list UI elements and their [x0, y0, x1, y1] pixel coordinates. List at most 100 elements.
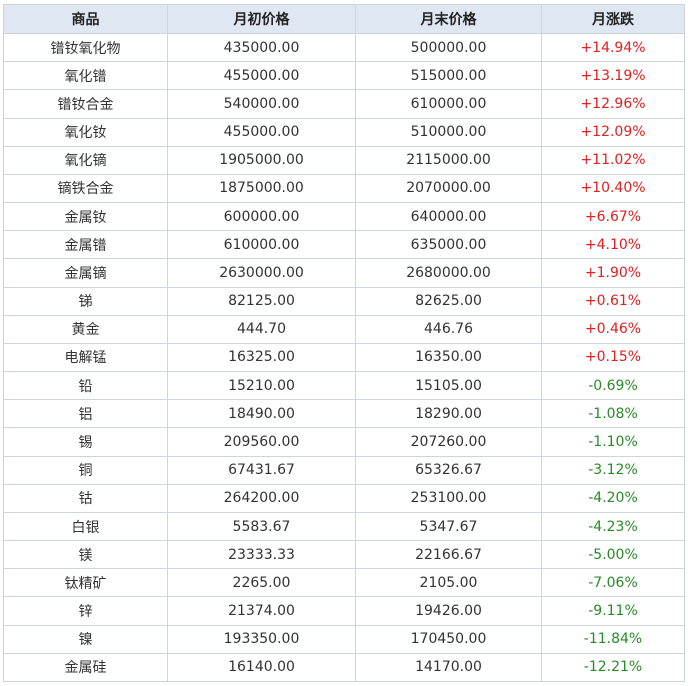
end-price-cell: 15105.00 — [355, 371, 542, 401]
commodity-cell: 镁 — [3, 540, 168, 570]
commodity-cell: 铅 — [3, 371, 168, 401]
start-price-cell: 21374.00 — [167, 596, 356, 626]
change-cell: -4.20% — [541, 483, 685, 513]
start-price-cell: 209560.00 — [167, 427, 356, 457]
end-price-cell: 253100.00 — [355, 483, 542, 513]
table-row: 锡 209560.00 207260.00 -1.10% — [3, 427, 685, 457]
commodity-cell: 锌 — [3, 596, 168, 626]
end-price-cell: 640000.00 — [355, 202, 542, 232]
table-row: 黄金 444.70 446.76 +0.46% — [3, 314, 685, 344]
header-start-price: 月初价格 — [167, 4, 356, 34]
end-price-cell: 65326.67 — [355, 455, 542, 485]
start-price-cell: 264200.00 — [167, 483, 356, 513]
change-cell: +0.61% — [541, 286, 685, 316]
start-price-cell: 540000.00 — [167, 89, 356, 119]
change-cell: +6.67% — [541, 202, 685, 232]
start-price-cell: 16140.00 — [167, 652, 356, 683]
table-row: 锌 21374.00 19426.00 -9.11% — [3, 596, 685, 626]
change-cell: -12.21% — [541, 652, 685, 683]
end-price-cell: 2680000.00 — [355, 258, 542, 288]
commodity-cell: 铝 — [3, 399, 168, 429]
change-cell: +4.10% — [541, 230, 685, 260]
end-price-cell: 14170.00 — [355, 652, 542, 683]
header-row: 商品 月初价格 月末价格 月涨跌 — [3, 4, 685, 34]
end-price-cell: 2115000.00 — [355, 145, 542, 175]
start-price-cell: 435000.00 — [167, 32, 356, 63]
table-row: 氧化镝 1905000.00 2115000.00 +11.02% — [3, 145, 685, 175]
commodity-cell: 黄金 — [3, 314, 168, 344]
start-price-cell: 2630000.00 — [167, 258, 356, 288]
end-price-cell: 207260.00 — [355, 427, 542, 457]
table-row: 镨钕氧化物 435000.00 500000.00 +14.94% — [3, 32, 685, 63]
end-price-cell: 82625.00 — [355, 286, 542, 316]
end-price-cell: 510000.00 — [355, 117, 542, 147]
commodity-cell: 氧化镝 — [3, 145, 168, 175]
end-price-cell: 635000.00 — [355, 230, 542, 260]
start-price-cell: 1875000.00 — [167, 173, 356, 204]
end-price-cell: 170450.00 — [355, 624, 542, 654]
start-price-cell: 455000.00 — [167, 61, 356, 91]
table-body: 镨钕氧化物 435000.00 500000.00 +14.94% 氧化镨 455000.… — [3, 32, 685, 683]
price-table: 商品 月初价格 月末价格 月涨跌 镨钕氧化物 435000.00 500000.00… — [3, 4, 685, 683]
header-monthly-change: 月涨跌 — [541, 4, 685, 34]
change-cell: +13.19% — [541, 61, 685, 91]
commodity-cell: 镨钕合金 — [3, 89, 168, 119]
start-price-cell: 444.70 — [167, 314, 356, 344]
start-price-cell: 15210.00 — [167, 371, 356, 401]
change-cell: -4.23% — [541, 511, 685, 542]
start-price-cell: 600000.00 — [167, 202, 356, 232]
commodity-cell: 电解锰 — [3, 342, 168, 373]
commodity-cell: 镝铁合金 — [3, 173, 168, 204]
start-price-cell: 193350.00 — [167, 624, 356, 654]
table-row: 钴 264200.00 253100.00 -4.20% — [3, 483, 685, 513]
table-row: 铜 67431.67 65326.67 -3.12% — [3, 455, 685, 485]
change-cell: +1.90% — [541, 258, 685, 288]
header-end-price: 月末价格 — [355, 4, 542, 34]
commodity-cell: 金属镨 — [3, 230, 168, 260]
end-price-cell: 18290.00 — [355, 399, 542, 429]
commodity-cell: 镨钕氧化物 — [3, 32, 168, 63]
change-cell: -1.10% — [541, 427, 685, 457]
table-row: 金属镝 2630000.00 2680000.00 +1.90% — [3, 258, 685, 288]
table-row: 白银 5583.67 5347.67 -4.23% — [3, 511, 685, 542]
commodity-cell: 铜 — [3, 455, 168, 485]
change-cell: +10.40% — [541, 173, 685, 204]
start-price-cell: 67431.67 — [167, 455, 356, 485]
table-row: 锑 82125.00 82625.00 +0.61% — [3, 286, 685, 316]
commodity-cell: 白银 — [3, 511, 168, 542]
commodity-cell: 氧化镨 — [3, 61, 168, 91]
change-cell: -5.00% — [541, 540, 685, 570]
table-row: 氧化钕 455000.00 510000.00 +12.09% — [3, 117, 685, 147]
table-row: 电解锰 16325.00 16350.00 +0.15% — [3, 342, 685, 373]
start-price-cell: 18490.00 — [167, 399, 356, 429]
header-commodity: 商品 — [3, 4, 168, 34]
table-row: 氧化镨 455000.00 515000.00 +13.19% — [3, 61, 685, 91]
table-row: 金属钕 600000.00 640000.00 +6.67% — [3, 202, 685, 232]
change-cell: +12.09% — [541, 117, 685, 147]
start-price-cell: 5583.67 — [167, 511, 356, 542]
commodity-cell: 锑 — [3, 286, 168, 316]
table-header: 商品 月初价格 月末价格 月涨跌 — [3, 4, 685, 34]
commodity-cell: 氧化钕 — [3, 117, 168, 147]
end-price-cell: 500000.00 — [355, 32, 542, 63]
table-row: 铝 18490.00 18290.00 -1.08% — [3, 399, 685, 429]
commodity-cell: 镍 — [3, 624, 168, 654]
start-price-cell: 1905000.00 — [167, 145, 356, 175]
change-cell: +0.46% — [541, 314, 685, 344]
table-row: 镝铁合金 1875000.00 2070000.00 +10.40% — [3, 173, 685, 204]
table-row: 镍 193350.00 170450.00 -11.84% — [3, 624, 685, 654]
start-price-cell: 455000.00 — [167, 117, 356, 147]
change-cell: -1.08% — [541, 399, 685, 429]
table-row: 镁 23333.33 22166.67 -5.00% — [3, 540, 685, 570]
change-cell: -9.11% — [541, 596, 685, 626]
commodity-cell: 锡 — [3, 427, 168, 457]
start-price-cell: 610000.00 — [167, 230, 356, 260]
change-cell: +0.15% — [541, 342, 685, 373]
change-cell: +12.96% — [541, 89, 685, 119]
end-price-cell: 446.76 — [355, 314, 542, 344]
table-row: 镨钕合金 540000.00 610000.00 +12.96% — [3, 89, 685, 119]
end-price-cell: 22166.67 — [355, 540, 542, 570]
change-cell: -11.84% — [541, 624, 685, 654]
end-price-cell: 2070000.00 — [355, 173, 542, 204]
commodity-cell: 钴 — [3, 483, 168, 513]
